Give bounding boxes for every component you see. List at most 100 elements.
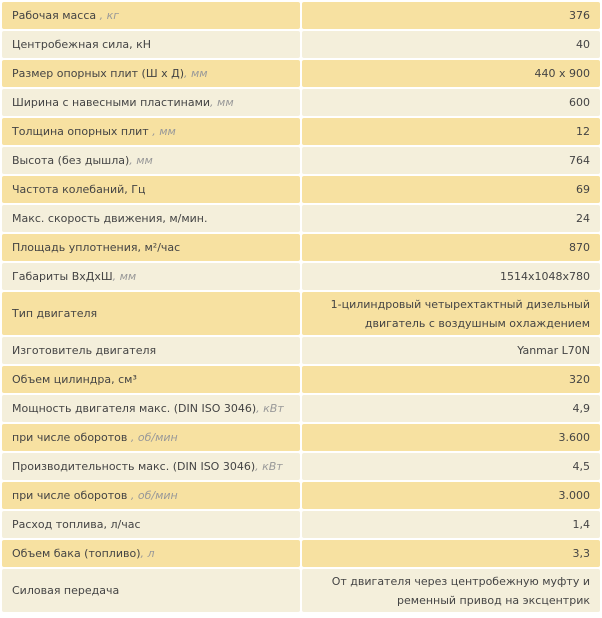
spec-value-cell: 24 [302, 205, 600, 232]
spec-label: при числе оборотов [12, 489, 131, 502]
spec-label: Частота колебаний, Гц [12, 183, 146, 196]
spec-row: Габариты ВхДхШ, мм 1514x1048x780 [2, 263, 600, 290]
spec-label: Ширина с навесными пластинами [12, 96, 211, 109]
spec-label-cell: Производительность макс. (DIN ISO 3046),… [2, 453, 300, 480]
spec-label: Объем цилиндра, см³ [12, 373, 137, 386]
spec-row: Изготовитель двигателя Yanmar L70N [2, 337, 600, 364]
spec-label: Мощность двигателя макс. (DIN ISO 3046) [12, 402, 257, 415]
spec-label: Расход топлива, л/час [12, 518, 141, 531]
spec-value-cell: 3,3 [302, 540, 600, 567]
spec-row: Макс. скорость движения, м/мин. 24 [2, 205, 600, 232]
spec-label: Объем бака (топливо) [12, 547, 141, 560]
spec-label: Рабочая масса [12, 9, 100, 22]
spec-label: Размер опорных плит (Ш х Д) [12, 67, 185, 80]
spec-value: 3.000 [558, 489, 591, 502]
spec-value: 3.600 [558, 431, 591, 444]
spec-value-cell: 1-цилиндровый четырехтактный дизельный д… [302, 292, 600, 335]
spec-label-cell: Объем бака (топливо), л [2, 540, 300, 567]
spec-label: Площадь уплотнения, м²/час [12, 241, 181, 254]
spec-value: 24 [576, 212, 590, 225]
spec-row: Ширина с навесными пластинами, мм 600 [2, 89, 600, 116]
spec-value-cell: 4,9 [302, 395, 600, 422]
spec-unit: , кг [99, 9, 120, 22]
spec-unit: , мм [184, 67, 208, 80]
spec-value: 320 [569, 373, 590, 386]
spec-row: Мощность двигателя макс. (DIN ISO 3046),… [2, 395, 600, 422]
spec-label-cell: Площадь уплотнения, м²/час [2, 234, 300, 261]
spec-label: Высота (без дышла) [12, 154, 130, 167]
spec-value-cell: 4,5 [302, 453, 600, 480]
spec-label-cell: Высота (без дышла), мм [2, 147, 300, 174]
spec-label: Изготовитель двигателя [12, 344, 157, 357]
spec-row: Рабочая масса , кг 376 [2, 2, 600, 29]
spec-value: 4,9 [572, 402, 591, 415]
spec-value-cell: 40 [302, 31, 600, 58]
spec-unit: , об/мин [130, 489, 178, 502]
spec-value-cell: 600 [302, 89, 600, 116]
spec-unit: , мм [152, 125, 176, 138]
spec-label-cell: Силовая передача [2, 569, 300, 612]
spec-unit: , об/мин [130, 431, 178, 444]
spec-value-cell: 440 x 900 [302, 60, 600, 87]
spec-value: 600 [569, 96, 590, 109]
spec-value-cell: Yanmar L70N [302, 337, 600, 364]
spec-value: 1,4 [572, 518, 591, 531]
spec-row: при числе оборотов , об/мин 3.600 [2, 424, 600, 451]
spec-row: Центробежная сила, кН 40 [2, 31, 600, 58]
spec-label-cell: Размер опорных плит (Ш х Д), мм [2, 60, 300, 87]
spec-label-cell: при числе оборотов , об/мин [2, 482, 300, 509]
spec-unit: , мм [112, 270, 137, 283]
spec-label: Макс. скорость движения, м/мин. [12, 212, 208, 225]
spec-value-cell: 3.000 [302, 482, 600, 509]
spec-label-cell: Габариты ВхДхШ, мм [2, 263, 300, 290]
spec-value: 3,3 [572, 547, 591, 560]
spec-value: 1514x1048x780 [499, 270, 590, 283]
spec-row: Размер опорных плит (Ш х Д), мм 440 x 900 [2, 60, 600, 87]
spec-row: Объем бака (топливо), л 3,3 [2, 540, 600, 567]
spec-value: 12 [576, 125, 590, 138]
spec-label: Силовая передача [12, 584, 120, 597]
spec-value: 870 [569, 241, 590, 254]
spec-label-cell: Мощность двигателя макс. (DIN ISO 3046),… [2, 395, 300, 422]
spec-label-cell: Макс. скорость движения, м/мин. [2, 205, 300, 232]
spec-label-cell: при числе оборотов , об/мин [2, 424, 300, 451]
spec-value: 1-цилиндровый четырехтактный дизельный д… [330, 297, 590, 330]
spec-value: 764 [569, 154, 590, 167]
spec-row: при числе оборотов , об/мин 3.000 [2, 482, 600, 509]
spec-row: Расход топлива, л/час 1,4 [2, 511, 600, 538]
spec-label-cell: Тип двигателя [2, 292, 300, 335]
spec-label: Толщина опорных плит [12, 125, 153, 138]
spec-value-cell: 376 [302, 2, 600, 29]
spec-label: при числе оборотов [12, 431, 131, 444]
spec-value-cell: 764 [302, 147, 600, 174]
spec-value-cell: 69 [302, 176, 600, 203]
spec-row: Тип двигателя 1-цилиндровый четырехтактны… [2, 292, 600, 335]
spec-value: 40 [576, 38, 590, 51]
spec-value: Yanmar L70N [517, 344, 590, 357]
spec-label: Центробежная сила, кН [12, 38, 152, 51]
spec-value: От двигателя через центробежную муфту и … [331, 574, 590, 607]
spec-value-cell: 1,4 [302, 511, 600, 538]
spec-value: 4,5 [572, 460, 591, 473]
spec-label-cell: Центробежная сила, кН [2, 31, 300, 58]
spec-row: Объем цилиндра, см³ 320 [2, 366, 600, 393]
spec-row: Силовая передача От двигателя через центр… [2, 569, 600, 612]
spec-label-cell: Объем цилиндра, см³ [2, 366, 300, 393]
spec-unit: , л [140, 547, 155, 560]
spec-value: 69 [576, 183, 590, 196]
spec-row: Частота колебаний, Гц 69 [2, 176, 600, 203]
spec-unit: , мм [210, 96, 234, 109]
spec-label-cell: Рабочая масса , кг [2, 2, 300, 29]
spec-label-cell: Ширина с навесными пластинами, мм [2, 89, 300, 116]
spec-label-cell: Толщина опорных плит , мм [2, 118, 300, 145]
spec-label: Габариты ВхДхШ [12, 270, 113, 283]
spec-value: 440 x 900 [534, 67, 591, 80]
spec-label: Производительность макс. (DIN ISO 3046) [12, 460, 256, 473]
spec-unit: , кВт [256, 402, 284, 415]
spec-value-cell: От двигателя через центробежную муфту и … [302, 569, 600, 612]
spec-row: Высота (без дышла), мм 764 [2, 147, 600, 174]
spec-label-cell: Частота колебаний, Гц [2, 176, 300, 203]
spec-value-cell: 3.600 [302, 424, 600, 451]
